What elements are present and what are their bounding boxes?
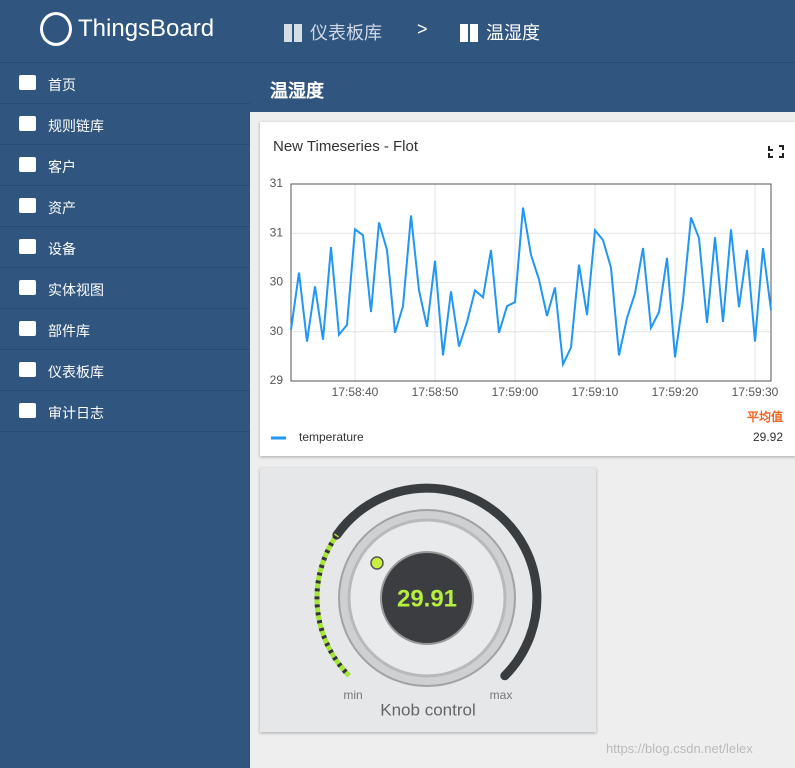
flot-widget: New Timeseries - Flot 平均值 29.92 29 30 30 31… bbox=[260, 122, 795, 456]
top-bar: 仪表板库 > 温湿度 温湿度 bbox=[250, 0, 795, 112]
menu-item[interactable]: 资产 bbox=[0, 185, 250, 226]
menu: 首页规则链库客户资产设备实体视图部件库仪表板库审计日志 bbox=[0, 62, 250, 432]
series-line bbox=[290, 207, 772, 368]
sidebar: ThingsBoard 首页规则链库客户资产设备实体视图部件库仪表板库审计日志 bbox=[0, 0, 250, 768]
menu-label: 客户 bbox=[48, 159, 76, 175]
knob-indicator bbox=[370, 556, 384, 570]
menu-item[interactable]: 仪表板库 bbox=[0, 349, 250, 390]
chart-title: New Timeseries - Flot bbox=[273, 138, 419, 155]
menu-label: 部件库 bbox=[48, 323, 90, 339]
legend-header: 平均值 bbox=[747, 409, 783, 424]
menu-item[interactable]: 实体视图 bbox=[0, 267, 250, 308]
breadcrumb-text: 温湿度 bbox=[486, 23, 540, 43]
breadcrumb-sep: > bbox=[417, 19, 428, 39]
x-tick-label: 17:59:20 bbox=[652, 385, 699, 399]
divider bbox=[250, 62, 795, 63]
menu-label: 仪表板库 bbox=[48, 364, 104, 380]
plot-frame bbox=[290, 183, 772, 382]
menu-icon bbox=[19, 362, 36, 377]
y-tick-label: 31 bbox=[270, 176, 284, 190]
menu-icon bbox=[19, 321, 36, 336]
knob-widget: 29.91 min max Knob control bbox=[260, 468, 596, 732]
fullscreen-button[interactable] bbox=[768, 145, 784, 158]
x-tick-label: 17:58:40 bbox=[332, 385, 379, 399]
y-tick-label: 31 bbox=[270, 225, 284, 239]
menu-item[interactable]: 设备 bbox=[0, 226, 250, 267]
menu-label: 规则链库 bbox=[48, 118, 104, 134]
x-tick-label: 17:59:10 bbox=[572, 385, 619, 399]
breadcrumb-current: 温湿度 bbox=[460, 19, 540, 45]
menu-label: 首页 bbox=[48, 77, 76, 93]
knob-center bbox=[380, 551, 474, 645]
y-tick-label: 30 bbox=[270, 324, 284, 338]
menu-icon bbox=[19, 157, 36, 172]
menu-item[interactable]: 首页 bbox=[0, 62, 250, 103]
menu-label: 资产 bbox=[48, 200, 76, 216]
menu-item[interactable]: 审计日志 bbox=[0, 390, 250, 432]
legend-label: temperature bbox=[299, 430, 364, 444]
menu-icon bbox=[19, 280, 36, 295]
breadcrumb-text[interactable]: 仪表板库 bbox=[310, 23, 382, 43]
menu-item[interactable]: 规则链库 bbox=[0, 103, 250, 144]
menu-icon bbox=[19, 403, 36, 418]
menu-label: 审计日志 bbox=[48, 405, 104, 421]
menu-label: 实体视图 bbox=[48, 282, 104, 298]
menu-icon bbox=[19, 198, 36, 213]
y-tick-label: 30 bbox=[270, 275, 284, 289]
logo bbox=[40, 12, 72, 46]
breadcrumb-link[interactable]: 仪表板库 bbox=[284, 19, 382, 45]
knob-progress bbox=[314, 533, 351, 678]
x-tick-label: 17:59:30 bbox=[732, 385, 779, 399]
knob-track bbox=[332, 483, 542, 681]
menu-item[interactable]: 部件库 bbox=[0, 308, 250, 349]
page-title: 温湿度 bbox=[270, 81, 324, 101]
x-tick-label: 17:59:00 bbox=[492, 385, 539, 399]
knob-max: max bbox=[490, 688, 513, 702]
knob-value: 29.91 bbox=[397, 585, 457, 612]
knob-progress-dark bbox=[314, 533, 351, 678]
knob-min: min bbox=[343, 688, 362, 702]
watermark: https://blog.csdn.net/lelex bbox=[606, 741, 753, 756]
menu-icon bbox=[19, 116, 36, 131]
knob: 29.91 min max Knob control bbox=[314, 483, 542, 719]
menu-icon bbox=[19, 239, 36, 254]
knob-title: Knob control bbox=[380, 700, 475, 719]
brand: ThingsBoard bbox=[78, 15, 215, 42]
x-tick-label: 17:58:50 bbox=[412, 385, 459, 399]
menu-label: 设备 bbox=[48, 241, 76, 257]
menu-item[interactable]: 客户 bbox=[0, 144, 250, 185]
legend-value: 29.92 bbox=[753, 430, 783, 444]
chart: New Timeseries - Flot 平均值 29.92 29 30 30 31… bbox=[270, 138, 784, 444]
menu-icon bbox=[19, 75, 36, 90]
y-tick-label: 29 bbox=[270, 373, 284, 387]
